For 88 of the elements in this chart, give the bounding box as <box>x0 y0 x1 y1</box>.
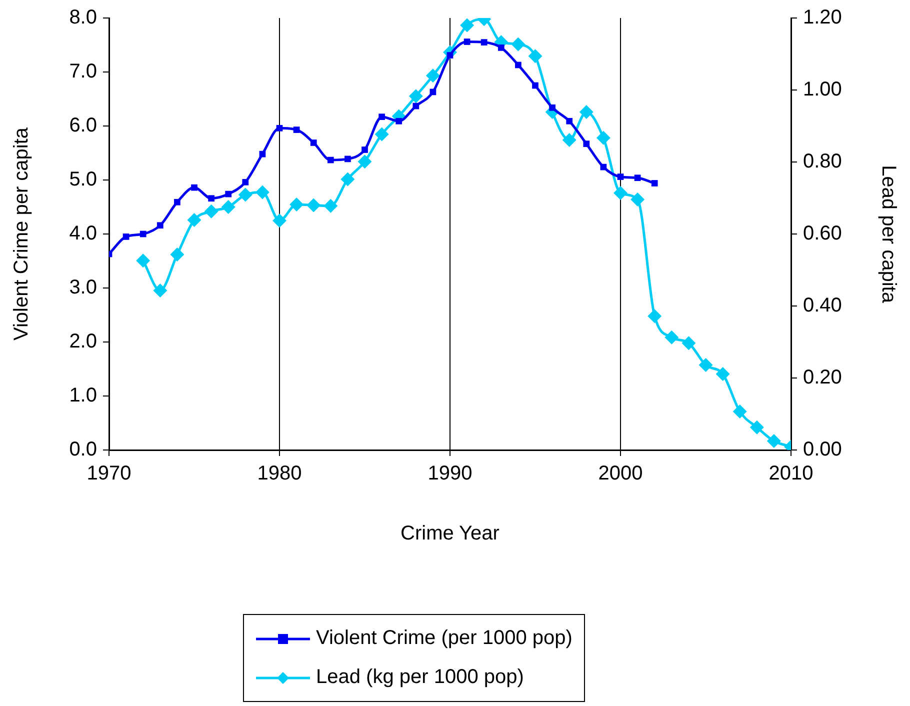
point <box>293 126 300 133</box>
point <box>221 200 236 214</box>
point <box>460 18 474 32</box>
point <box>566 118 573 124</box>
point <box>408 89 423 104</box>
point <box>732 404 747 418</box>
point <box>276 124 283 132</box>
point <box>596 130 610 145</box>
point <box>698 358 713 372</box>
point <box>378 114 385 120</box>
y2-tick-label: 0.20 <box>803 366 842 389</box>
point <box>327 156 334 164</box>
point <box>358 154 372 169</box>
point <box>617 174 624 180</box>
x-tick-label: 2000 <box>598 462 643 485</box>
y2-tick-label: 0.40 <box>803 294 842 317</box>
y-tick-label: 4.0 <box>69 222 97 245</box>
point <box>614 186 628 200</box>
y2-tick-label: 1.20 <box>803 6 842 29</box>
point <box>362 146 368 153</box>
x-tick-label: 2010 <box>768 462 814 485</box>
x-axis-title: Crime Year <box>400 522 500 545</box>
y2-tick-label: 1.00 <box>803 78 842 101</box>
point <box>579 104 594 119</box>
point <box>310 140 317 146</box>
point <box>766 434 781 448</box>
point <box>156 222 164 229</box>
y2-tick-label: 0.80 <box>803 150 842 173</box>
x-tick-label: 1970 <box>86 462 132 485</box>
point <box>290 197 304 212</box>
point <box>272 214 286 228</box>
point <box>648 309 662 324</box>
point <box>634 174 641 182</box>
point <box>255 185 270 200</box>
x-tick-label: 1980 <box>257 462 302 485</box>
y-axis-title: Violent Crime per capita <box>10 126 33 341</box>
point <box>549 104 556 111</box>
y-tick-label: 5.0 <box>69 168 97 191</box>
legend-label: Violent Crime (per 1000 pop) <box>316 627 572 650</box>
point <box>374 127 389 142</box>
point <box>480 39 488 46</box>
point <box>664 330 679 344</box>
point <box>528 49 542 64</box>
y-tick-label: 2.0 <box>69 330 97 353</box>
y2-axis-title: Lead per capita <box>877 165 900 304</box>
point <box>324 198 338 213</box>
point <box>174 198 180 206</box>
y-tick-label: 1.0 <box>69 384 97 407</box>
legend-label: Lead (kg per 1000 pop) <box>316 666 524 689</box>
point <box>515 62 522 68</box>
point <box>170 248 184 262</box>
y-tick-label: 0.0 <box>69 438 97 461</box>
point <box>651 180 658 186</box>
point <box>412 102 420 110</box>
y-tick-label: 7.0 <box>69 60 97 83</box>
point <box>187 212 202 227</box>
point <box>716 367 730 382</box>
point <box>396 118 402 124</box>
point <box>208 195 214 202</box>
point <box>630 192 645 206</box>
y-tick-label: 3.0 <box>69 276 97 299</box>
point <box>464 38 470 45</box>
point <box>204 204 218 218</box>
point <box>306 198 321 212</box>
point <box>259 150 266 158</box>
point <box>498 44 504 51</box>
y-tick-label: 6.0 <box>69 114 97 137</box>
y-tick-label: 8.0 <box>69 6 97 29</box>
point <box>122 234 130 240</box>
point <box>340 172 355 186</box>
point <box>136 254 150 268</box>
point <box>191 184 198 191</box>
point <box>344 156 351 162</box>
point <box>750 420 764 434</box>
point <box>682 336 696 350</box>
point <box>242 178 249 186</box>
point <box>583 140 590 147</box>
y2-tick-label: 0.60 <box>803 222 842 245</box>
point <box>238 188 252 202</box>
point <box>532 82 538 89</box>
point <box>426 68 440 83</box>
y2-tick-label: 0.00 <box>803 438 842 461</box>
point <box>140 230 146 238</box>
point <box>153 284 168 298</box>
point <box>511 37 526 52</box>
point <box>225 190 232 198</box>
x-tick-label: 1990 <box>428 462 472 485</box>
point <box>562 133 576 148</box>
